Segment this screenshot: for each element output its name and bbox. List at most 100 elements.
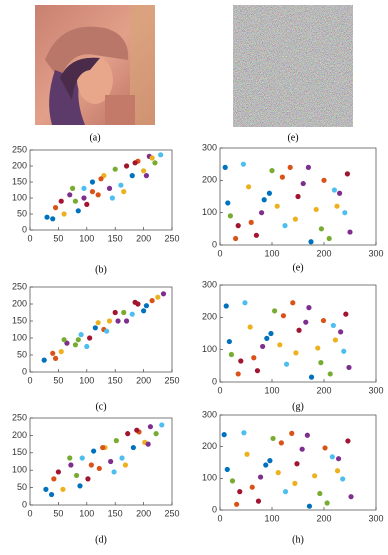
- y-tick-label: 300: [202, 409, 217, 419]
- point: [242, 300, 248, 306]
- point: [317, 490, 323, 497]
- point: [72, 342, 79, 348]
- point: [58, 198, 64, 204]
- point: [141, 168, 147, 174]
- point: [92, 325, 98, 331]
- panel-label: (e): [287, 132, 298, 143]
- x-tick-label: 200: [316, 513, 331, 523]
- y-tick-label: 150: [12, 315, 27, 325]
- point: [152, 160, 158, 166]
- x-tick-label: 50: [53, 508, 63, 518]
- x-tick-label: 300: [368, 385, 383, 395]
- x-tick-label: 200: [136, 375, 151, 385]
- point: [295, 193, 301, 200]
- point: [106, 318, 113, 324]
- point: [48, 491, 55, 498]
- point: [254, 368, 261, 374]
- point: [260, 343, 266, 350]
- point: [318, 226, 324, 232]
- y-tick-label: 100: [12, 465, 27, 475]
- panel-label: (c): [95, 401, 106, 412]
- point: [44, 214, 50, 220]
- point: [112, 166, 118, 172]
- y-tick-label: 200: [12, 160, 27, 170]
- point: [149, 298, 155, 304]
- point: [147, 424, 154, 430]
- point: [315, 345, 321, 351]
- point: [233, 235, 239, 242]
- point: [130, 444, 136, 451]
- point: [261, 197, 267, 203]
- point: [348, 494, 354, 500]
- point: [308, 239, 314, 245]
- point: [226, 338, 232, 345]
- point: [73, 472, 80, 479]
- y-tick-label: 250: [12, 281, 27, 291]
- y-tick-label: 100: [12, 332, 27, 342]
- x-tick-label: 0: [217, 513, 222, 523]
- point: [294, 461, 300, 467]
- point: [346, 364, 352, 371]
- point: [121, 309, 127, 316]
- point: [277, 342, 283, 348]
- panel-label: (b): [95, 264, 107, 275]
- point: [280, 313, 287, 319]
- point: [132, 299, 138, 305]
- y-tick-label: 200: [202, 441, 217, 451]
- x-tick-label: 100: [79, 375, 94, 385]
- point: [247, 324, 253, 330]
- point: [249, 484, 255, 490]
- point: [58, 349, 64, 355]
- point: [240, 161, 246, 167]
- point: [332, 337, 339, 343]
- point: [68, 462, 74, 468]
- point: [122, 462, 129, 468]
- point: [67, 455, 73, 461]
- point: [125, 431, 131, 437]
- point: [274, 203, 280, 209]
- y-tick-label: 150: [12, 176, 27, 186]
- point: [75, 208, 81, 214]
- point: [79, 455, 85, 461]
- point: [159, 422, 165, 428]
- x-tick-label: 0: [217, 385, 222, 395]
- x-tick-label: 50: [53, 233, 63, 243]
- point: [305, 164, 311, 170]
- point: [345, 438, 351, 444]
- point: [81, 195, 87, 201]
- point: [95, 192, 101, 198]
- point: [338, 329, 344, 335]
- point: [85, 476, 91, 482]
- point: [43, 486, 49, 492]
- point: [321, 177, 327, 183]
- plot-frame: [29, 417, 173, 506]
- point: [341, 348, 347, 354]
- point: [266, 190, 272, 196]
- point: [95, 320, 101, 326]
- point: [84, 343, 90, 350]
- x-tick-label: 250: [164, 233, 179, 243]
- point: [222, 164, 228, 170]
- point: [111, 469, 117, 475]
- point: [227, 213, 233, 219]
- point: [70, 185, 76, 191]
- point: [112, 309, 118, 316]
- point: [60, 486, 66, 492]
- point: [283, 361, 290, 367]
- point: [343, 311, 349, 317]
- y-tick-label: 250: [12, 412, 27, 422]
- point: [52, 355, 59, 361]
- point: [64, 340, 70, 346]
- x-tick-label: 300: [368, 513, 383, 523]
- x-tick-label: 0: [27, 233, 32, 243]
- y-tick-label: 150: [12, 447, 27, 457]
- y-tick-label: 100: [12, 192, 27, 202]
- x-tick-label: 250: [164, 508, 179, 518]
- point: [237, 489, 243, 495]
- point: [292, 216, 298, 222]
- point: [282, 489, 289, 495]
- y-tick-label: 50: [17, 482, 27, 492]
- point: [253, 232, 259, 238]
- point: [287, 164, 293, 170]
- point: [143, 303, 150, 309]
